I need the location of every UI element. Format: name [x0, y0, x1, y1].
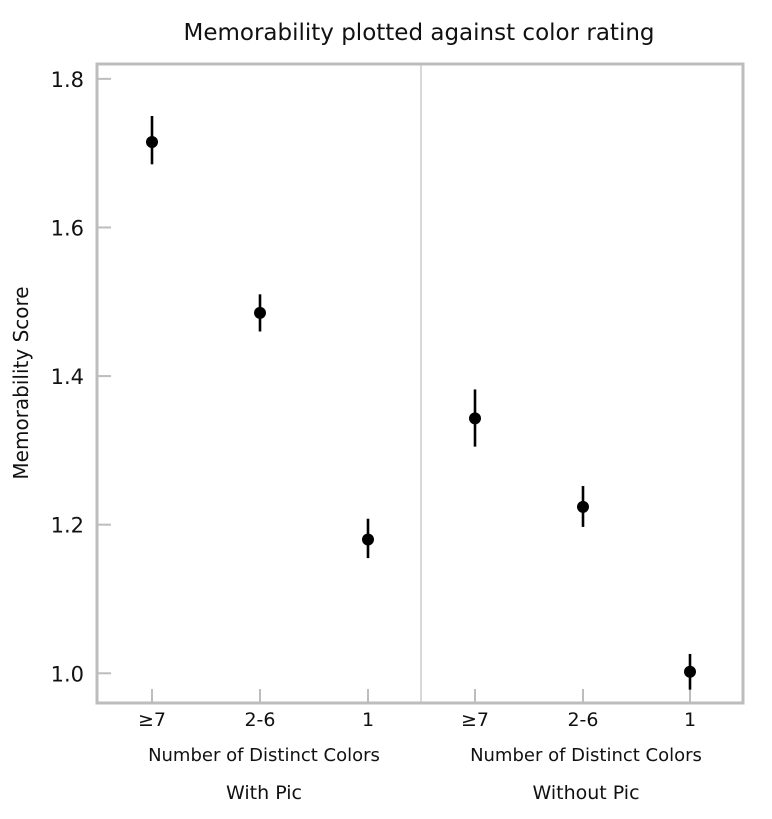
- y-tick-label: 1.6: [51, 216, 84, 240]
- x-tick-label: 1: [684, 709, 696, 731]
- y-tick-label: 1.0: [51, 662, 84, 686]
- x-axis: ≥7 2-6 1 ≥7 2-6 1: [138, 689, 696, 731]
- data-point: [254, 306, 266, 319]
- x-axis-label: Number of Distinct Colors: [148, 745, 380, 766]
- x-tick-label: 2-6: [567, 709, 598, 731]
- data-point: [684, 665, 696, 678]
- panel-label: With Pic: [226, 782, 302, 804]
- data-point: [469, 412, 481, 425]
- x-tick-label: 2-6: [244, 709, 275, 731]
- plot-frame: [95, 62, 745, 705]
- y-axis: 1.0 1.2 1.4 1.6 1.8: [51, 68, 111, 686]
- x-tick-label: ≥7: [461, 709, 489, 731]
- x-axis-label: Number of Distinct Colors: [470, 745, 702, 766]
- x-tick-label: ≥7: [138, 709, 166, 731]
- data-point: [362, 533, 374, 546]
- chart-title: Memorability plotted against color ratin…: [183, 20, 654, 46]
- x-tick-label: 1: [362, 709, 374, 731]
- data-point: [146, 136, 158, 149]
- y-tick-label: 1.8: [51, 68, 84, 92]
- y-tick-label: 1.2: [51, 514, 84, 538]
- y-tick-label: 1.4: [51, 365, 84, 389]
- data-points: [146, 116, 696, 690]
- panel-label: Without Pic: [532, 782, 639, 804]
- axis-titles: Number of Distinct Colors With Pic Number …: [148, 745, 702, 804]
- data-point: [577, 500, 589, 513]
- y-axis-label: Memorability Score: [9, 286, 33, 479]
